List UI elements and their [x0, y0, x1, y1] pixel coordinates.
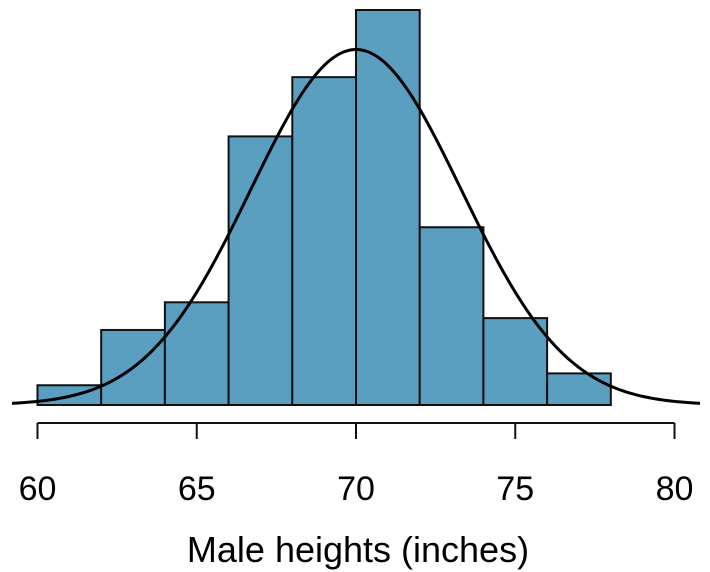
normal-curve	[11, 47, 701, 405]
x-tick-label: 80	[656, 470, 694, 508]
histogram-bar	[227, 135, 294, 406]
histogram-bar	[546, 372, 612, 406]
x-axis-ticks: 60 65 70 75 80	[19, 423, 694, 508]
x-axis-title: Male heights (inches)	[187, 529, 529, 570]
histogram-bar	[291, 76, 357, 407]
histogram-bars	[36, 9, 612, 407]
histogram-bar	[418, 226, 485, 406]
x-tick-label: 60	[19, 470, 57, 508]
histogram-bar	[355, 9, 421, 406]
histogram-bar	[163, 301, 230, 406]
x-tick-label: 65	[178, 470, 216, 508]
x-tick-label: 75	[496, 470, 534, 508]
x-tick-label: 70	[337, 470, 375, 508]
histogram-bar	[482, 317, 549, 407]
